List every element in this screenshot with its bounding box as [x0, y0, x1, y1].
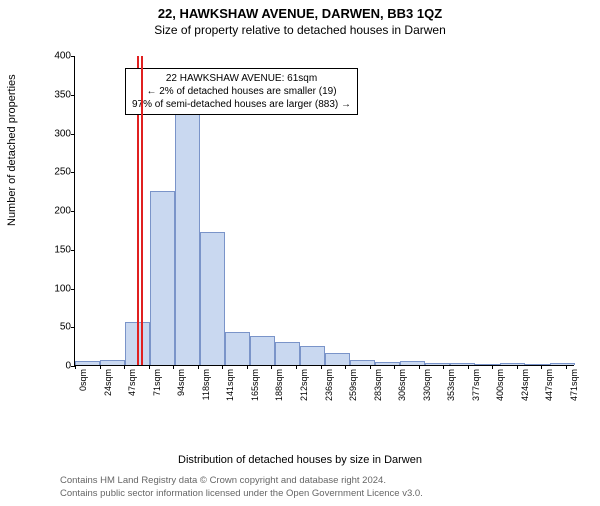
y-tick-label: 150 — [54, 244, 71, 255]
chart-title: 22, HAWKSHAW AVENUE, DARWEN, BB3 1QZ — [0, 6, 600, 21]
y-tick-mark — [71, 327, 75, 328]
histogram-bar — [100, 360, 125, 365]
histogram-bar — [200, 232, 225, 365]
plot-region: 22 HAWKSHAW AVENUE: 61sqm ← 2% of detach… — [74, 56, 574, 366]
y-tick-mark — [71, 56, 75, 57]
x-tick-label: 141sqm — [225, 369, 235, 401]
x-tick-label: 424sqm — [520, 369, 530, 401]
x-tick-mark — [517, 365, 518, 369]
y-tick-label: 200 — [54, 206, 71, 217]
property-marker-line — [141, 56, 143, 365]
x-tick-mark — [492, 365, 493, 369]
y-tick-mark — [71, 289, 75, 290]
chart-area: 22 HAWKSHAW AVENUE: 61sqm ← 2% of detach… — [40, 48, 580, 418]
y-tick-label: 400 — [54, 51, 71, 62]
callout-line2: ← 2% of detached houses are smaller (19) — [132, 85, 351, 98]
histogram-bar — [550, 363, 575, 365]
x-tick-label: 118sqm — [201, 369, 211, 400]
y-tick-mark — [71, 250, 75, 251]
x-tick-mark — [296, 365, 297, 369]
x-tick-mark — [443, 365, 444, 369]
histogram-bar — [400, 361, 425, 365]
histogram-bar — [250, 336, 275, 365]
x-tick-label: 24sqm — [103, 369, 113, 396]
y-tick-mark — [71, 134, 75, 135]
footer-line1: Contains HM Land Registry data © Crown c… — [60, 475, 423, 487]
histogram-bar — [425, 363, 450, 365]
x-tick-label: 94sqm — [176, 369, 186, 396]
histogram-bar — [300, 346, 325, 365]
x-tick-mark — [222, 365, 223, 369]
y-tick-mark — [71, 95, 75, 96]
histogram-bar — [375, 362, 400, 365]
x-tick-label: 236sqm — [324, 369, 334, 401]
callout-line3: 97% of semi-detached houses are larger (… — [132, 98, 351, 111]
histogram-bar — [525, 364, 550, 365]
y-tick-label: 0 — [65, 361, 71, 372]
histogram-bar — [325, 353, 350, 365]
x-tick-label: 447sqm — [544, 369, 554, 401]
y-tick-label: 350 — [54, 89, 71, 100]
callout-line1: 22 HAWKSHAW AVENUE: 61sqm — [132, 72, 351, 85]
x-tick-mark — [149, 365, 150, 369]
x-tick-mark — [173, 365, 174, 369]
y-tick-mark — [71, 211, 75, 212]
x-tick-label: 400sqm — [495, 369, 505, 401]
x-tick-label: 306sqm — [397, 369, 407, 401]
x-tick-mark — [321, 365, 322, 369]
x-tick-label: 47sqm — [127, 369, 137, 396]
x-tick-mark — [468, 365, 469, 369]
x-tick-label: 330sqm — [422, 369, 432, 401]
footer-attribution: Contains HM Land Registry data © Crown c… — [60, 475, 423, 500]
x-tick-mark — [100, 365, 101, 369]
histogram-bar — [175, 111, 200, 365]
x-axis-label: Distribution of detached houses by size … — [0, 454, 600, 466]
histogram-bar — [150, 191, 175, 365]
x-tick-mark — [124, 365, 125, 369]
histogram-bar — [450, 363, 475, 365]
x-tick-mark — [370, 365, 371, 369]
y-tick-label: 100 — [54, 283, 71, 294]
x-tick-mark — [394, 365, 395, 369]
y-tick-label: 50 — [60, 322, 71, 333]
x-tick-label: 353sqm — [446, 369, 456, 401]
x-tick-label: 283sqm — [373, 369, 383, 401]
histogram-bar — [225, 332, 250, 365]
callout-box: 22 HAWKSHAW AVENUE: 61sqm ← 2% of detach… — [125, 68, 358, 115]
x-tick-mark — [566, 365, 567, 369]
y-tick-label: 300 — [54, 128, 71, 139]
y-tick-mark — [71, 172, 75, 173]
x-tick-label: 259sqm — [348, 369, 358, 401]
y-tick-label: 250 — [54, 167, 71, 178]
x-tick-mark — [345, 365, 346, 369]
x-tick-label: 212sqm — [299, 369, 309, 401]
histogram-bar — [475, 364, 500, 365]
chart-subtitle: Size of property relative to detached ho… — [0, 23, 600, 37]
x-tick-label: 165sqm — [250, 369, 260, 401]
x-tick-label: 0sqm — [78, 369, 88, 391]
x-tick-mark — [75, 365, 76, 369]
x-tick-mark — [419, 365, 420, 369]
histogram-bar — [500, 363, 525, 365]
x-tick-mark — [541, 365, 542, 369]
histogram-bar — [275, 342, 300, 365]
histogram-bar — [75, 361, 100, 365]
footer-line2: Contains public sector information licen… — [60, 488, 423, 500]
x-tick-label: 188sqm — [274, 369, 284, 401]
x-tick-label: 377sqm — [471, 369, 481, 401]
x-tick-label: 71sqm — [152, 369, 162, 396]
x-tick-mark — [271, 365, 272, 369]
histogram-bar — [350, 360, 375, 365]
x-tick-label: 471sqm — [569, 369, 579, 401]
x-tick-mark — [247, 365, 248, 369]
y-axis-label: Number of detached properties — [6, 74, 18, 226]
x-tick-mark — [198, 365, 199, 369]
